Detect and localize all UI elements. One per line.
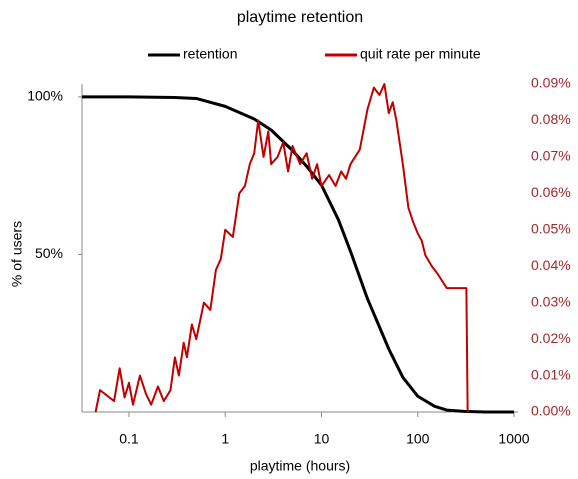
y2-tick-label: 0.00% — [531, 403, 571, 419]
y2-tick-label: 0.09% — [531, 75, 571, 91]
legend-label: quit rate per minute — [360, 46, 481, 62]
legend-label: retention — [183, 46, 237, 62]
y-tick-label: 50% — [35, 245, 63, 261]
x-axis-label: playtime (hours) — [250, 458, 350, 474]
y-tick-label: 100% — [27, 88, 63, 104]
series-line — [94, 83, 469, 413]
series-line — [82, 95, 514, 414]
x-tick-label: 1000 — [498, 431, 529, 447]
y2-tick-label: 0.05% — [531, 220, 571, 236]
x-tick-label: 1 — [221, 431, 229, 447]
chart-title: playtime retention — [237, 9, 363, 26]
x-tick-label: 100 — [406, 431, 430, 447]
y2-tick-label: 0.08% — [531, 111, 571, 127]
y2-tick-label: 0.01% — [531, 366, 571, 382]
y2-tick-label: 0.07% — [531, 148, 571, 164]
y2-tick-label: 0.03% — [531, 293, 571, 309]
y-axis-label: % of users — [9, 221, 25, 287]
y2-tick-label: 0.04% — [531, 257, 571, 273]
x-tick-label: 0.1 — [119, 431, 139, 447]
y2-tick-label: 0.06% — [531, 184, 571, 200]
y2-tick-label: 0.02% — [531, 330, 571, 346]
x-tick-label: 10 — [314, 431, 330, 447]
